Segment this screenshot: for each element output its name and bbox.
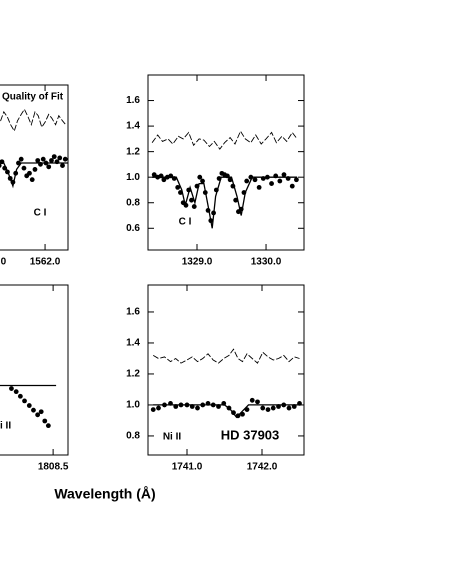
annotation: Quality of Fit xyxy=(2,92,64,103)
data-point xyxy=(150,407,156,412)
data-point xyxy=(21,165,27,171)
plot-frame xyxy=(147,284,305,456)
data-point xyxy=(46,164,52,170)
data-point xyxy=(269,181,274,186)
panel: 1.0 1562.0 Quality of Fit C I xyxy=(0,84,69,268)
model-line xyxy=(153,404,300,419)
y-tick-label: 1.6 xyxy=(126,95,140,106)
data-point xyxy=(57,155,63,161)
plot-frame xyxy=(0,84,69,251)
data-point xyxy=(35,412,41,418)
model-line xyxy=(152,176,298,229)
data-point xyxy=(42,418,48,424)
y-tick-label: 1.4 xyxy=(126,121,140,132)
data-point xyxy=(265,407,271,412)
data-point xyxy=(38,409,44,415)
data-point xyxy=(62,156,68,162)
annotation: C I xyxy=(34,208,47,219)
model-line xyxy=(0,162,68,189)
data-point xyxy=(270,405,276,411)
data-point xyxy=(18,156,24,162)
y-tick-label: 1.0 xyxy=(126,400,140,411)
fit-quality-line xyxy=(0,108,67,133)
data-point xyxy=(27,170,32,176)
y-tick-label: 0.8 xyxy=(126,431,140,442)
data-point xyxy=(0,163,2,168)
data-point xyxy=(51,154,57,160)
y-tick-label: 1.2 xyxy=(126,146,140,157)
data-point xyxy=(249,397,255,403)
panel: 1741.0 1742.0 0.8 1.0 1.2 1.4 1.6 Ni II HD 37903 xyxy=(126,284,305,473)
x-tick-label: 1330.0 xyxy=(251,257,282,268)
data-point xyxy=(277,178,283,184)
x-tick-label: 1742.0 xyxy=(247,462,278,473)
data-point xyxy=(9,386,14,391)
fit-quality-line xyxy=(151,130,298,150)
data-point xyxy=(26,403,32,408)
fit-quality-line xyxy=(152,348,300,364)
data-point xyxy=(294,177,299,183)
data-point xyxy=(35,158,41,163)
data-point xyxy=(289,183,295,189)
x-tick-label: 1741.0 xyxy=(172,462,203,473)
data-point xyxy=(200,178,205,184)
x-tick-label: 1.0 xyxy=(0,257,7,268)
data-point xyxy=(45,423,51,429)
x-tick-label: 1808.5 xyxy=(38,462,69,473)
x-tick-label: 1562.0 xyxy=(30,257,61,268)
plot-frame xyxy=(147,74,305,251)
data-point xyxy=(151,172,157,178)
data-point xyxy=(49,158,54,163)
annotation: C I xyxy=(179,217,192,228)
y-tick-label: 0.6 xyxy=(126,223,140,234)
data-point xyxy=(189,197,194,203)
x-axis-label: Wavelength (Å) xyxy=(54,486,155,502)
data-point xyxy=(191,204,197,209)
y-tick-label: 1.2 xyxy=(126,369,140,380)
x-tick-label: 1329.0 xyxy=(182,257,213,268)
annotation: HD 37903 xyxy=(221,427,280,442)
y-tick-label: 1.6 xyxy=(126,307,140,318)
data-point xyxy=(197,174,203,180)
data-point xyxy=(60,163,65,168)
data-point xyxy=(195,405,200,411)
panel: 1329.0 1330.0 0.6 0.8 1.0 1.2 1.4 1.6 C I xyxy=(126,74,305,268)
data-point xyxy=(13,389,19,395)
data-point xyxy=(281,172,287,178)
data-point xyxy=(32,167,38,172)
data-point xyxy=(233,197,239,203)
data-point xyxy=(17,393,23,399)
data-point xyxy=(161,177,167,183)
data-point xyxy=(40,156,46,162)
panel: 51808.5i II xyxy=(0,284,69,473)
y-tick-label: 1.0 xyxy=(126,172,140,183)
annotation: Ni II xyxy=(163,432,182,443)
y-tick-label: 1.4 xyxy=(126,338,140,349)
data-point xyxy=(255,399,260,405)
y-tick-label: 0.8 xyxy=(126,197,140,208)
plot-frame xyxy=(0,284,69,456)
data-point xyxy=(31,407,36,413)
data-point xyxy=(175,185,181,190)
data-point xyxy=(252,177,258,183)
data-point xyxy=(260,405,266,411)
data-point xyxy=(244,178,250,184)
annotation: i II xyxy=(0,421,11,432)
data-point xyxy=(22,398,27,404)
data-point xyxy=(29,177,35,183)
data-point xyxy=(256,185,262,190)
data-point xyxy=(156,405,161,411)
data-point xyxy=(286,405,292,411)
